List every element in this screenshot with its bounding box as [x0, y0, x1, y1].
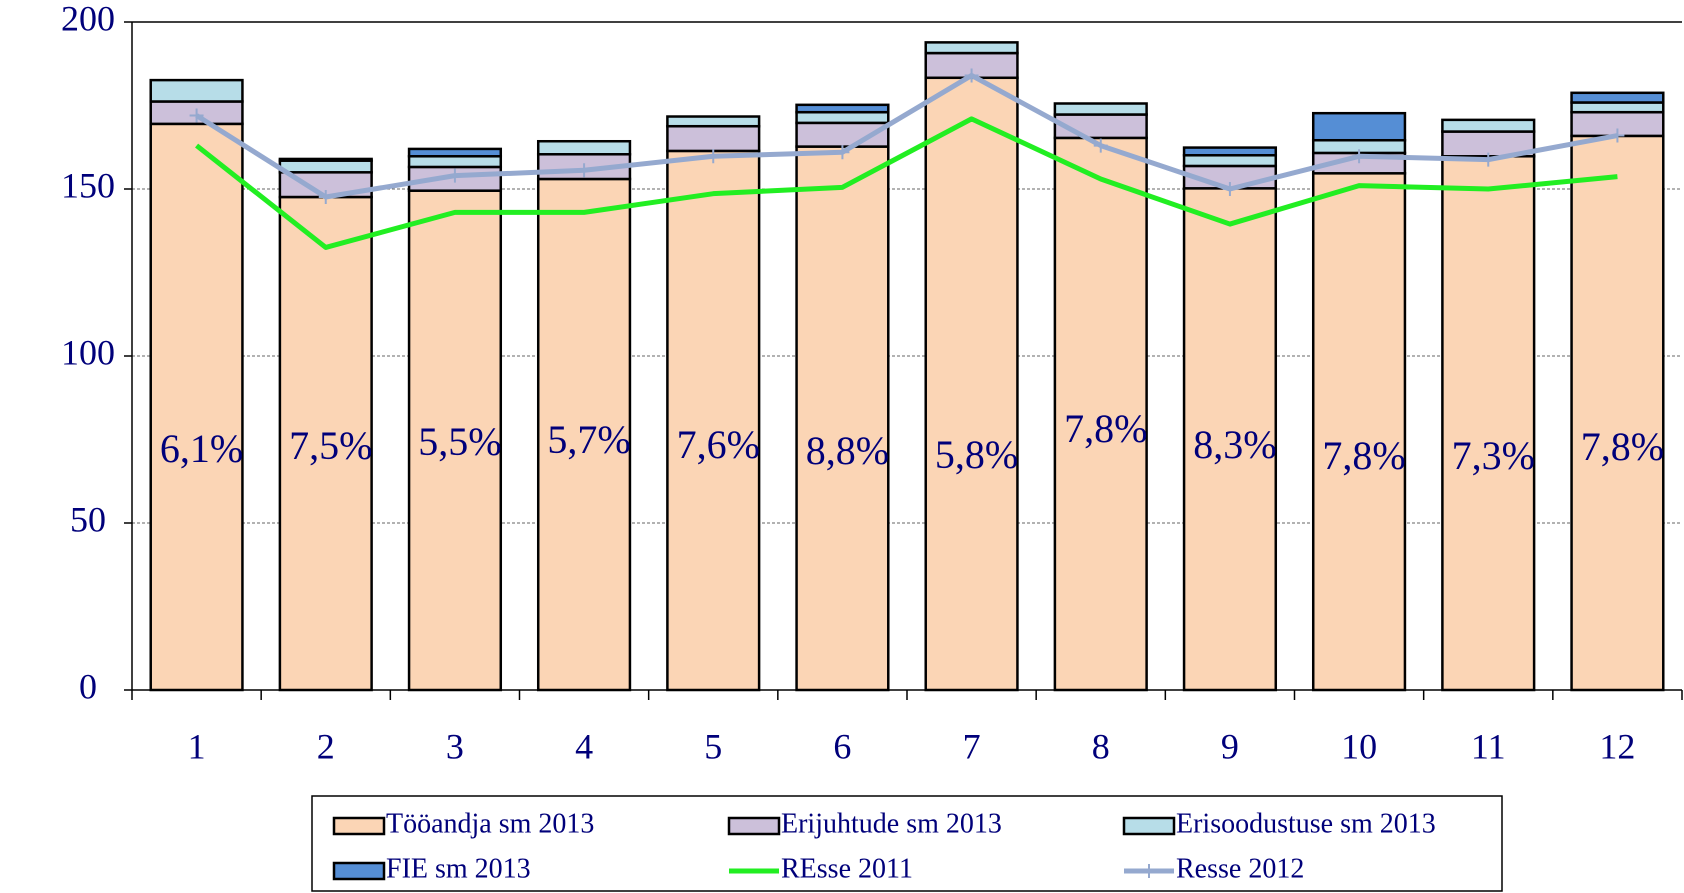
- bar-segment: [1182, 154, 1278, 168]
- line-marker: [189, 108, 204, 123]
- x-tick-label: 1: [188, 726, 206, 766]
- annotation: 7,6%: [677, 422, 760, 467]
- x-tick-label: 11: [1471, 726, 1506, 766]
- line-marker: [706, 149, 721, 164]
- line-marker: [1610, 128, 1625, 143]
- bar-segment: [1182, 146, 1278, 157]
- annotation: 7,3%: [1452, 433, 1535, 478]
- bar-segment: [1570, 134, 1665, 692]
- bar-segment: [666, 149, 761, 692]
- bar-segment: [407, 147, 503, 158]
- bar-segment: [795, 103, 890, 114]
- y-tick-label: 150: [61, 165, 115, 205]
- line-series: [195, 72, 1618, 200]
- legend-label: Erisoodustuse sm 2013: [1176, 808, 1436, 839]
- bar-segment: [666, 124, 761, 153]
- legend-label: Tööandja sm 2013: [386, 808, 594, 839]
- bar-segment: [1441, 118, 1536, 133]
- annotation: 7,8%: [1581, 424, 1664, 469]
- x-tick-label: 6: [833, 726, 851, 766]
- legend-swatch: [1122, 816, 1176, 836]
- annotation: 5,7%: [547, 417, 630, 462]
- annotation: 6,1%: [160, 426, 243, 471]
- line-marker: [1352, 149, 1367, 164]
- bar-segment: [1441, 155, 1536, 692]
- bar-segment: [1311, 172, 1407, 692]
- legend-label: REsse 2011: [781, 853, 913, 884]
- x-tick-label: 2: [317, 726, 335, 766]
- legend-label: FIE sm 2013: [386, 853, 531, 884]
- line-marker: [577, 163, 592, 178]
- x-tick-label: 4: [575, 726, 593, 766]
- y-tick-label: 0: [79, 666, 97, 706]
- legend-marker: [1142, 864, 1156, 878]
- bar-segment: [407, 155, 503, 169]
- bar-segment: [666, 115, 761, 128]
- bar-segment: [924, 76, 1019, 692]
- bar-segment: [1311, 111, 1407, 142]
- line-marker: [447, 168, 462, 183]
- legend-label: Resse 2012: [1176, 853, 1304, 884]
- line-marker: [1093, 138, 1108, 153]
- annotation: 7,5%: [289, 423, 372, 468]
- bar-segment: [924, 41, 1019, 55]
- legend-swatch: [332, 816, 386, 836]
- x-tick-label: 12: [1599, 726, 1635, 766]
- y-tick-label: 50: [70, 499, 106, 539]
- bar-segment: [1053, 102, 1148, 116]
- x-tick-label: 3: [446, 726, 464, 766]
- legend-label: Erijuhtude sm 2013: [781, 808, 1002, 839]
- bar-segment: [278, 157, 373, 162]
- line-marker: [1481, 152, 1496, 167]
- line-series: [195, 116, 1618, 250]
- line-marker: [964, 68, 979, 83]
- bar-segment: [1182, 187, 1278, 692]
- annotation: 7,8%: [1322, 433, 1405, 478]
- bar-segment: [149, 122, 244, 692]
- x-tick-label: 5: [704, 726, 722, 766]
- x-tick-label: 9: [1221, 726, 1239, 766]
- legend-box: [311, 795, 1503, 892]
- annotation: 5,5%: [418, 419, 501, 464]
- bar-segment: [795, 145, 890, 692]
- bar-segment: [795, 110, 890, 125]
- y-tick-label: 100: [61, 332, 115, 372]
- y-tick-label: 200: [61, 0, 115, 38]
- annotation: 5,8%: [935, 432, 1018, 477]
- x-tick-label: 7: [963, 726, 981, 766]
- bar-segment: [1570, 91, 1665, 104]
- line-marker: [835, 145, 850, 160]
- bar-segment: [149, 78, 244, 103]
- annotation: 8,8%: [806, 428, 889, 473]
- bar-segment: [1570, 101, 1665, 114]
- x-tick-label: 10: [1341, 726, 1377, 766]
- line-marker: [1222, 182, 1237, 196]
- x-tick-label: 8: [1092, 726, 1110, 766]
- bar-segment: [278, 159, 373, 174]
- legend-swatch: [332, 861, 386, 881]
- annotation: 8,3%: [1193, 422, 1276, 467]
- annotation: 7,8%: [1064, 406, 1147, 451]
- bar-segment: [536, 139, 632, 156]
- line-marker: [318, 190, 333, 205]
- legend-swatch: [727, 816, 781, 836]
